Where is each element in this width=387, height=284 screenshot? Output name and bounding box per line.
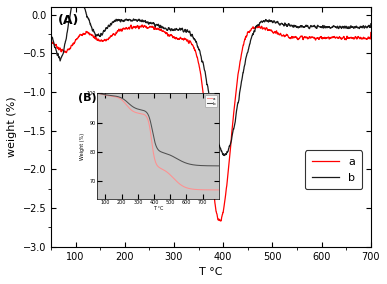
a [219, 220, 223, 223]
a [197, 63, 201, 66]
a [159, 28, 164, 32]
b [49, 23, 53, 27]
b [368, 22, 373, 26]
a [308, 35, 313, 39]
a [49, 26, 53, 29]
a [217, 218, 221, 222]
Line: b: b [51, 0, 371, 156]
X-axis label: T °C: T °C [199, 267, 223, 277]
b [222, 154, 227, 157]
b [308, 24, 313, 27]
b [127, 18, 131, 22]
Text: (B): (B) [78, 93, 97, 103]
a [128, 23, 133, 27]
Legend: a, b: a, b [305, 151, 362, 189]
Text: (A): (A) [57, 14, 79, 27]
Line: a: a [51, 25, 371, 221]
b [364, 26, 369, 29]
b [217, 144, 221, 147]
b [159, 26, 164, 29]
a [368, 31, 373, 34]
a [364, 38, 369, 41]
Y-axis label: weight (%): weight (%) [7, 97, 17, 157]
a [126, 26, 131, 29]
b [197, 47, 201, 51]
